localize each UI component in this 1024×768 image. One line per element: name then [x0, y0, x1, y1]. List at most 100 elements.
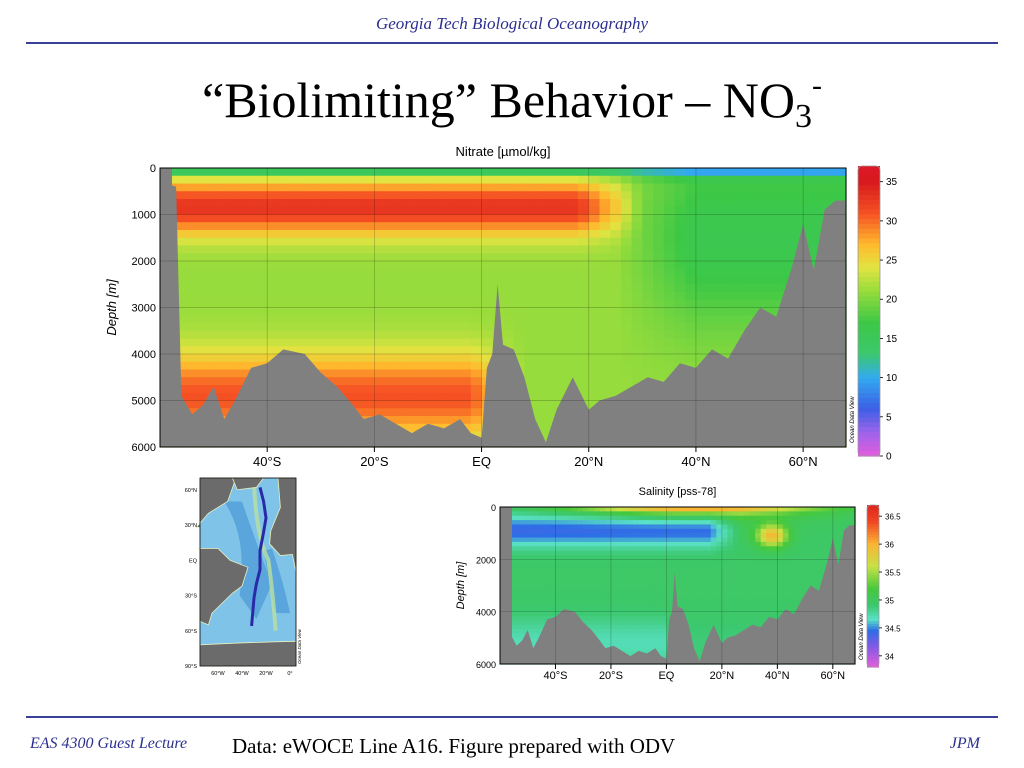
salinity-field-cell	[832, 528, 839, 534]
salinity-field-cell	[793, 589, 801, 595]
nitrate-field-cell	[192, 284, 204, 293]
salinity-field-cell	[516, 637, 523, 643]
salinity-field-cell	[766, 524, 773, 530]
nitrate-field-cell	[395, 168, 408, 177]
nitrate-field-cell	[760, 276, 772, 285]
salinity-field-cell	[660, 642, 668, 648]
salinity-field-cell	[744, 524, 751, 530]
salinity-field-cell	[644, 633, 651, 639]
salinity-field-cell	[671, 524, 679, 530]
nitrate-field-cell	[470, 400, 483, 409]
salinity-field-cell	[610, 541, 618, 547]
salinity-field-cell	[699, 507, 706, 512]
nitrate-field-cell	[717, 330, 729, 340]
nitrate-field-cell	[438, 276, 451, 285]
salinity-field-cell	[599, 507, 606, 512]
salinity-field-cell	[577, 607, 584, 613]
nitrate-field-cell	[588, 268, 601, 278]
nitrate-field-cell	[192, 268, 204, 278]
nitrate-field-cell	[449, 284, 461, 293]
salinity-field-cell	[755, 607, 762, 613]
nitrate-field-cell	[267, 183, 279, 192]
salinity-field-cell	[694, 524, 701, 530]
nitrate-field-cell	[588, 330, 601, 340]
salinity-field-cell	[699, 637, 706, 643]
salinity-field-cell	[610, 515, 618, 521]
map-frame	[199, 477, 297, 667]
nitrate-field-cell	[674, 338, 686, 347]
nitrate-field-cell	[406, 168, 418, 177]
salinity-field-cell	[760, 572, 767, 578]
nitrate-field-cell	[331, 237, 343, 247]
salinity-field-cell	[616, 611, 623, 617]
salinity-field-cell	[727, 594, 734, 600]
salinity-field-cell	[738, 594, 745, 600]
nitrate-field-cell	[245, 338, 258, 347]
salinity-field-cell	[727, 533, 734, 539]
nitrate-field-cell	[717, 284, 729, 293]
salinity-field-cell	[727, 568, 734, 574]
salinity-field-cell	[771, 550, 778, 556]
nitrate-field-cell	[299, 323, 311, 332]
nitrate-field-cell	[513, 214, 526, 223]
salinity-field-cell	[616, 616, 623, 621]
nitrate-field-cell	[277, 245, 290, 254]
salinity-field-cell	[516, 629, 523, 635]
salinity-field-cell	[633, 520, 640, 526]
salinity-field-cell	[732, 620, 740, 626]
nitrate-field-cell	[320, 330, 333, 340]
nitrate-field-cell	[385, 261, 397, 270]
nitrate-colorbar-segment	[858, 393, 880, 399]
salinity-field-cell	[577, 581, 584, 587]
salinity-field-cell	[616, 589, 623, 595]
salinity-field-cell	[633, 598, 640, 604]
nitrate-field-cell	[342, 323, 354, 332]
salinity-field-cell	[644, 629, 651, 635]
salinity-field-cell	[555, 537, 562, 543]
salinity-field-cell	[677, 572, 684, 578]
nitrate-field-cell	[792, 222, 804, 231]
nitrate-field-cell	[706, 183, 718, 192]
salinity-field-cell	[782, 537, 790, 543]
salinity-field-cell	[594, 572, 601, 578]
footer-author: JPM	[949, 735, 980, 752]
nitrate-field-cell	[213, 284, 225, 293]
nitrate-field-cell	[449, 175, 461, 185]
nitrate-field-cell	[663, 253, 676, 262]
nitrate-field-cell	[352, 191, 365, 200]
salinity-field-cell	[549, 524, 557, 530]
salinity-field-cell	[727, 581, 734, 587]
nitrate-field-cell	[631, 276, 643, 285]
nitrate-field-cell	[213, 230, 225, 239]
nitrate-field-cell	[224, 214, 236, 223]
salinity-field-cell	[649, 629, 656, 635]
salinity-field-cell	[827, 541, 834, 547]
nitrate-field-cell	[556, 315, 568, 324]
nitrate-field-cell	[770, 292, 783, 301]
nitrate-field-cell	[556, 330, 568, 340]
nitrate-field-cell	[813, 191, 826, 200]
salinity-field-cell	[627, 541, 634, 547]
salinity-field-cell	[588, 607, 595, 613]
nitrate-field-cell	[277, 230, 290, 239]
salinity-field-cell	[644, 572, 651, 578]
nitrate-field-cell	[513, 168, 526, 177]
salinity-field-cell	[555, 559, 562, 565]
nitrate-field-cell	[395, 230, 408, 239]
nitrate-field-cell	[235, 307, 247, 316]
salinity-field-cell	[810, 572, 817, 578]
nitrate-field-cell	[213, 261, 225, 270]
nitrate-field-cell	[192, 191, 204, 200]
salinity-field-cell	[838, 533, 845, 539]
salinity-field-cell	[572, 541, 579, 547]
nitrate-field-cell	[717, 230, 729, 239]
nitrate-field-cell	[374, 230, 386, 239]
nitrate-field-cell	[620, 354, 633, 363]
nitrate-field-cell	[492, 276, 504, 285]
salinity-colorbar-label: 34.5	[885, 624, 901, 633]
salinity-field-cell	[649, 642, 656, 648]
nitrate-field-cell	[481, 191, 493, 200]
salinity-field-cell	[766, 528, 773, 534]
salinity-field-cell	[694, 520, 701, 526]
salinity-field-cell	[633, 646, 640, 652]
